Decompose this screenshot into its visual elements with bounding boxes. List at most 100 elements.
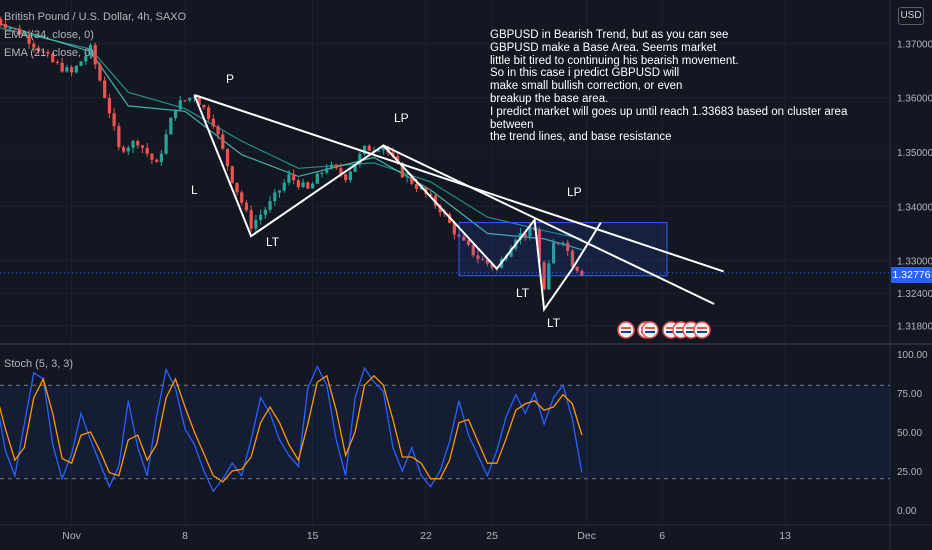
base-area-box[interactable] [458, 222, 668, 277]
candle-body [292, 174, 296, 181]
pattern-zigzag[interactable] [193, 94, 602, 313]
candle-body [240, 192, 244, 203]
event-flag-stripe [666, 331, 676, 333]
stoch-tick-label: 75.00 [897, 389, 922, 400]
candle-body [155, 159, 159, 163]
event-flag-circle [617, 321, 635, 339]
candle-body [268, 201, 272, 210]
ema-21-line [0, 23, 583, 251]
pattern-label-l: L [191, 183, 198, 197]
candle-body [41, 51, 45, 53]
candle-body [74, 65, 78, 73]
candle-body [405, 175, 409, 178]
analysis-note[interactable]: GBPUSD in Bearish Trend, but as you can … [490, 29, 848, 144]
candle-body [348, 171, 352, 181]
event-flag-stripe [676, 331, 686, 333]
candle-body [188, 97, 192, 101]
candle-body [8, 27, 12, 29]
candle-body [287, 174, 291, 183]
time-tick-label: Dec [577, 530, 596, 542]
candle-body [249, 210, 253, 229]
candle-body [551, 242, 556, 264]
candle-body [202, 104, 206, 108]
candle-body [561, 242, 565, 244]
ema-34-legend[interactable]: EMA (34, close, 0) [4, 29, 94, 41]
stoch-tick-label: 50.00 [897, 428, 922, 439]
candle-body [462, 236, 466, 241]
event-flag-icon[interactable] [617, 321, 635, 339]
pattern-label-lp-1: LP [394, 111, 409, 125]
drawing-layer[interactable] [193, 94, 724, 313]
candle-body [3, 23, 8, 29]
stoch-legend[interactable]: Stoch (5, 3, 3) [4, 358, 74, 370]
candle-body [471, 244, 475, 256]
candle-body [183, 100, 187, 102]
time-tick-label: Nov [62, 530, 81, 542]
candle-body [117, 126, 121, 148]
event-flag-stripe [697, 331, 707, 333]
time-tick-label: 8 [182, 530, 188, 542]
candle-body [211, 118, 215, 127]
event-flag-icon[interactable] [693, 321, 711, 339]
candle-body [55, 62, 60, 64]
candle-body [164, 134, 168, 154]
candle-body [481, 259, 485, 261]
stoch-tick-label: 100.00 [897, 350, 928, 361]
candle-body [192, 97, 197, 99]
ema-21-legend[interactable]: EMA (21, close, 0) [4, 47, 94, 59]
stoch-k-line [0, 364, 583, 493]
trend-line-lower[interactable] [383, 144, 715, 305]
candle-body [490, 263, 494, 268]
symbol-legend[interactable]: British Pound / U.S. Dollar, 4h, SAXO [4, 11, 187, 23]
candle-body [121, 147, 126, 152]
trend-line-upper[interactable] [194, 94, 724, 273]
pattern-label-lt-1: LT [266, 235, 280, 249]
candle-body [0, 19, 3, 24]
candle-body [173, 109, 178, 118]
price-tick-label: 1.36000 [897, 94, 932, 105]
event-flag-icon[interactable] [641, 321, 659, 339]
candle-body [169, 117, 173, 135]
candle-body [32, 43, 36, 48]
pattern-label-lp-2: LP [567, 185, 582, 199]
currency-button[interactable]: USD [898, 7, 924, 25]
candle-body [18, 28, 22, 35]
candle-body [225, 148, 230, 167]
ema-34-line [0, 27, 583, 240]
candle-body [452, 222, 456, 235]
candle-body [216, 126, 220, 135]
candle-body [339, 168, 343, 175]
stoch-layer [0, 364, 583, 493]
candle-body [207, 107, 211, 119]
candle-body [367, 145, 371, 151]
candle-body [131, 141, 135, 148]
candle-body [566, 242, 570, 251]
candle-body [353, 164, 357, 172]
price-tick-label: 1.33000 [897, 257, 932, 268]
candle-body [570, 250, 575, 267]
candle-body [414, 183, 419, 189]
time-tick-label: 22 [420, 530, 432, 542]
event-flag-stripe [621, 327, 631, 329]
candle-body [235, 182, 239, 193]
pattern-label-lt-2: LT [516, 286, 530, 300]
axis-layer: 1.37000 1.36000 1.35000 1.34000 1.33000 1.324… [62, 39, 932, 542]
candle-body [230, 166, 234, 183]
candle-body [36, 47, 41, 52]
candle-body [98, 64, 102, 81]
event-flag-stripe [645, 331, 655, 333]
candle-body [580, 270, 584, 276]
candle-body [145, 147, 149, 154]
candle-body [70, 67, 74, 73]
event-flag-stripe [676, 327, 686, 329]
candle-body [88, 44, 93, 56]
candle-body [301, 182, 305, 188]
candle-body [381, 146, 386, 151]
candle-body [136, 141, 140, 146]
candle-body [84, 55, 88, 62]
event-icons[interactable] [617, 321, 711, 339]
candle-body [344, 174, 348, 181]
candle-body [244, 202, 249, 211]
candle-body [254, 219, 258, 229]
